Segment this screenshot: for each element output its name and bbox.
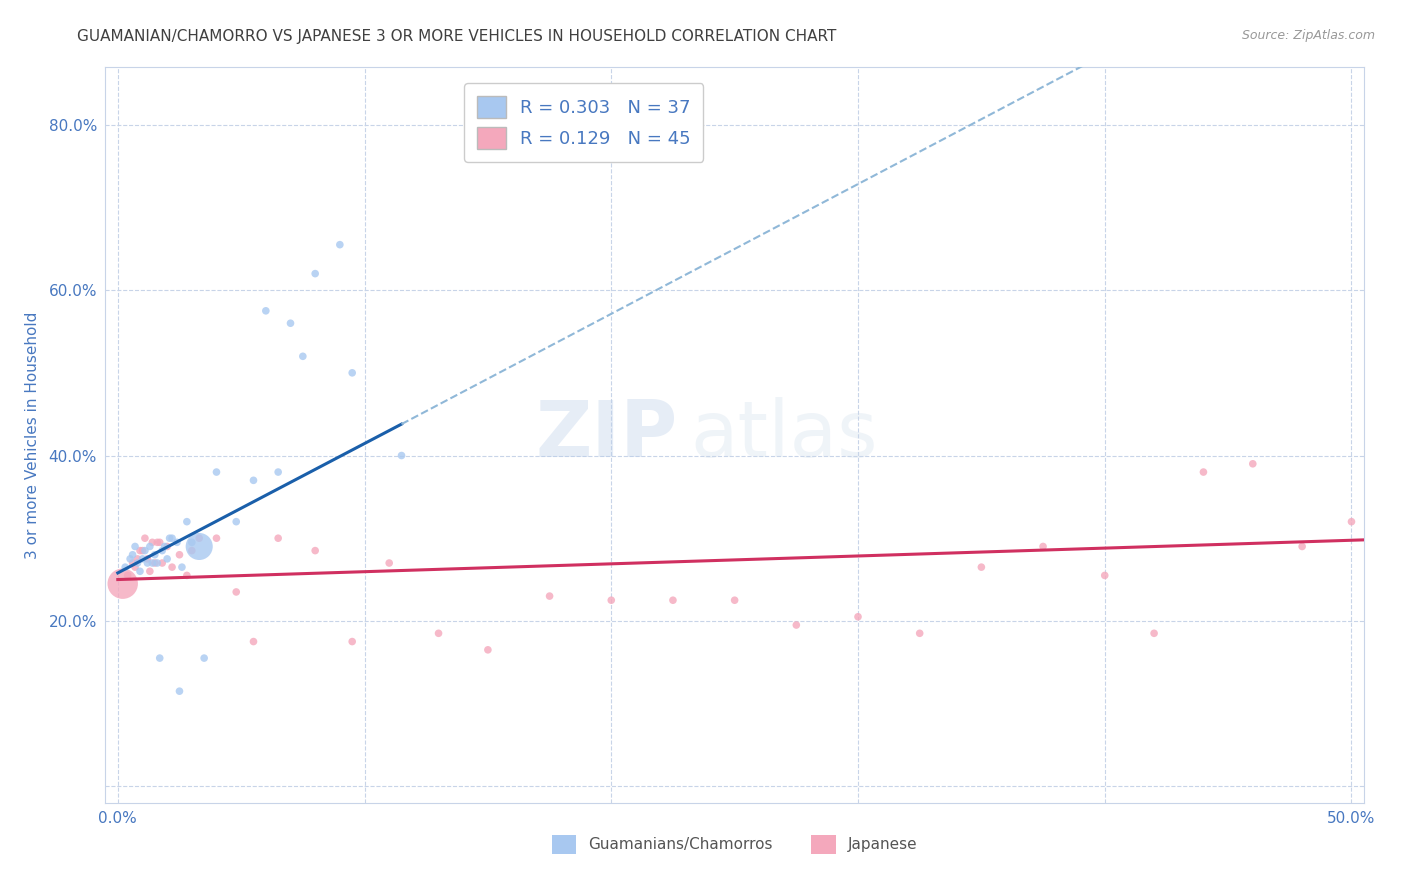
- Point: [1241, 457, 1264, 471]
- Point: [1340, 515, 1362, 529]
- Point: [117, 568, 139, 582]
- Point: [129, 543, 152, 558]
- Point: [149, 651, 172, 665]
- Point: [127, 556, 149, 570]
- Text: GUAMANIAN/CHAMORRO VS JAPANESE 3 OR MORE VEHICLES IN HOUSEHOLD CORRELATION CHART: GUAMANIAN/CHAMORRO VS JAPANESE 3 OR MORE…: [77, 29, 837, 44]
- Point: [785, 618, 807, 632]
- Point: [166, 535, 188, 549]
- Point: [723, 593, 745, 607]
- Point: [121, 556, 143, 570]
- Point: [280, 316, 302, 330]
- Point: [131, 543, 153, 558]
- Point: [908, 626, 931, 640]
- Point: [156, 552, 179, 566]
- Point: [136, 552, 159, 566]
- Point: [160, 531, 183, 545]
- Point: [156, 540, 179, 554]
- Point: [180, 535, 202, 549]
- Point: [242, 473, 264, 487]
- Point: [121, 548, 143, 562]
- Point: [176, 515, 198, 529]
- Point: [134, 543, 156, 558]
- Point: [600, 593, 623, 607]
- Point: [267, 465, 290, 479]
- Point: [124, 560, 146, 574]
- Point: [160, 560, 183, 574]
- Point: [169, 548, 191, 562]
- Point: [205, 465, 228, 479]
- Point: [193, 651, 215, 665]
- Point: [146, 535, 169, 549]
- Point: [225, 515, 247, 529]
- Point: [1291, 540, 1313, 554]
- Point: [111, 576, 134, 591]
- Point: [150, 556, 173, 570]
- Point: [242, 634, 264, 648]
- Point: [291, 349, 314, 363]
- Point: [477, 643, 499, 657]
- Point: [153, 540, 176, 554]
- Point: [188, 531, 211, 545]
- Text: Source: ZipAtlas.com: Source: ZipAtlas.com: [1241, 29, 1375, 42]
- Point: [340, 634, 363, 648]
- Point: [180, 543, 202, 558]
- Point: [149, 535, 172, 549]
- Point: [188, 540, 211, 554]
- Point: [225, 585, 247, 599]
- Point: [176, 568, 198, 582]
- Point: [114, 560, 136, 574]
- Point: [391, 449, 413, 463]
- Point: [146, 556, 169, 570]
- Point: [134, 531, 156, 545]
- Point: [143, 556, 166, 570]
- Point: [970, 560, 993, 574]
- Text: atlas: atlas: [690, 397, 879, 473]
- Point: [127, 552, 149, 566]
- Point: [139, 564, 162, 578]
- Point: [159, 531, 181, 545]
- Point: [267, 531, 290, 545]
- Point: [141, 556, 163, 570]
- Point: [139, 540, 162, 554]
- Point: [205, 531, 228, 545]
- Point: [662, 593, 685, 607]
- Point: [1094, 568, 1116, 582]
- Point: [1032, 540, 1054, 554]
- Point: [1192, 465, 1215, 479]
- Point: [169, 684, 191, 698]
- Point: [254, 303, 277, 318]
- Point: [131, 552, 153, 566]
- Point: [846, 609, 869, 624]
- Point: [1143, 626, 1166, 640]
- Legend: Guamanians/Chamorros, Japanese: Guamanians/Chamorros, Japanese: [544, 828, 925, 862]
- Point: [129, 564, 152, 578]
- Point: [124, 540, 146, 554]
- Point: [120, 552, 142, 566]
- Text: ZIP: ZIP: [536, 397, 678, 473]
- Point: [304, 543, 326, 558]
- Point: [141, 535, 163, 549]
- Y-axis label: 3 or more Vehicles in Household: 3 or more Vehicles in Household: [25, 311, 41, 558]
- Point: [427, 626, 450, 640]
- Point: [340, 366, 363, 380]
- Point: [170, 560, 193, 574]
- Point: [538, 589, 561, 603]
- Point: [378, 556, 401, 570]
- Point: [304, 267, 326, 281]
- Point: [150, 543, 173, 558]
- Point: [136, 556, 159, 570]
- Point: [143, 548, 166, 562]
- Point: [329, 237, 352, 252]
